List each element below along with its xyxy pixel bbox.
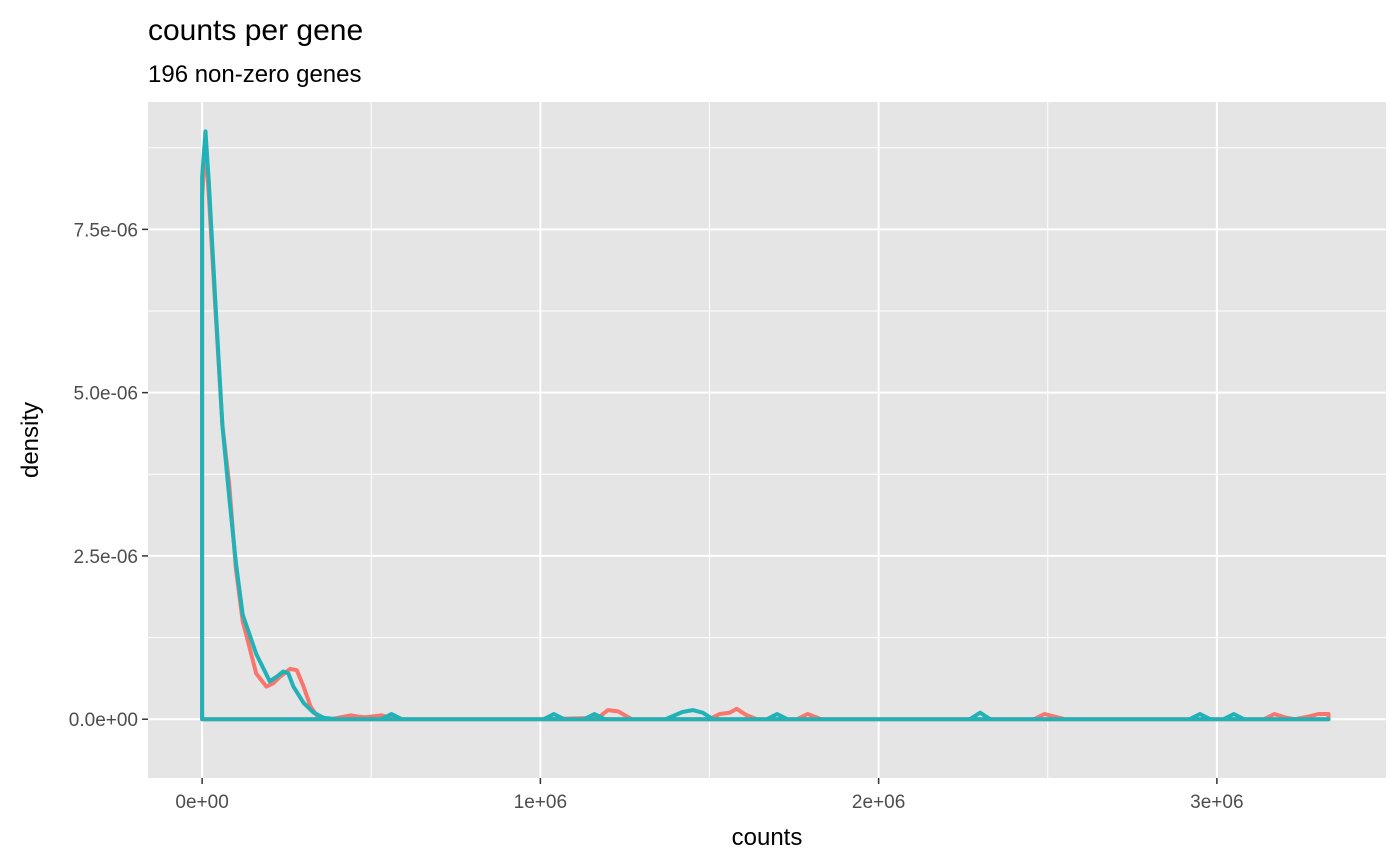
x-tick-label: 3e+06 (1190, 792, 1243, 813)
x-tick-label: 2e+06 (852, 792, 905, 813)
y-tick-label: 7.5e-06 (74, 220, 138, 241)
x-axis: 0e+00 1e+06 2e+06 3e+06 (175, 778, 1244, 813)
y-axis-title: density (17, 402, 44, 478)
plot-panel (148, 102, 1386, 778)
y-tick-label: 2.5e-06 (74, 547, 138, 568)
chart-subtitle: 196 non-zero genes (148, 61, 362, 88)
x-tick-label: 0e+00 (175, 792, 228, 813)
chart-title: counts per gene (148, 14, 363, 47)
minor-gridlines (148, 102, 1386, 778)
x-axis-title: counts (732, 824, 803, 851)
series-layer (200, 129, 1331, 722)
y-tick-label: 5.0e-06 (74, 384, 138, 405)
x-tick-label: 1e+06 (514, 792, 567, 813)
density-line-series-2 (200, 129, 1331, 722)
y-tick-label: 0.0e+00 (69, 710, 138, 731)
y-axis: 0.0e+00 2.5e-06 5.0e-06 7.5e-06 (69, 220, 148, 731)
